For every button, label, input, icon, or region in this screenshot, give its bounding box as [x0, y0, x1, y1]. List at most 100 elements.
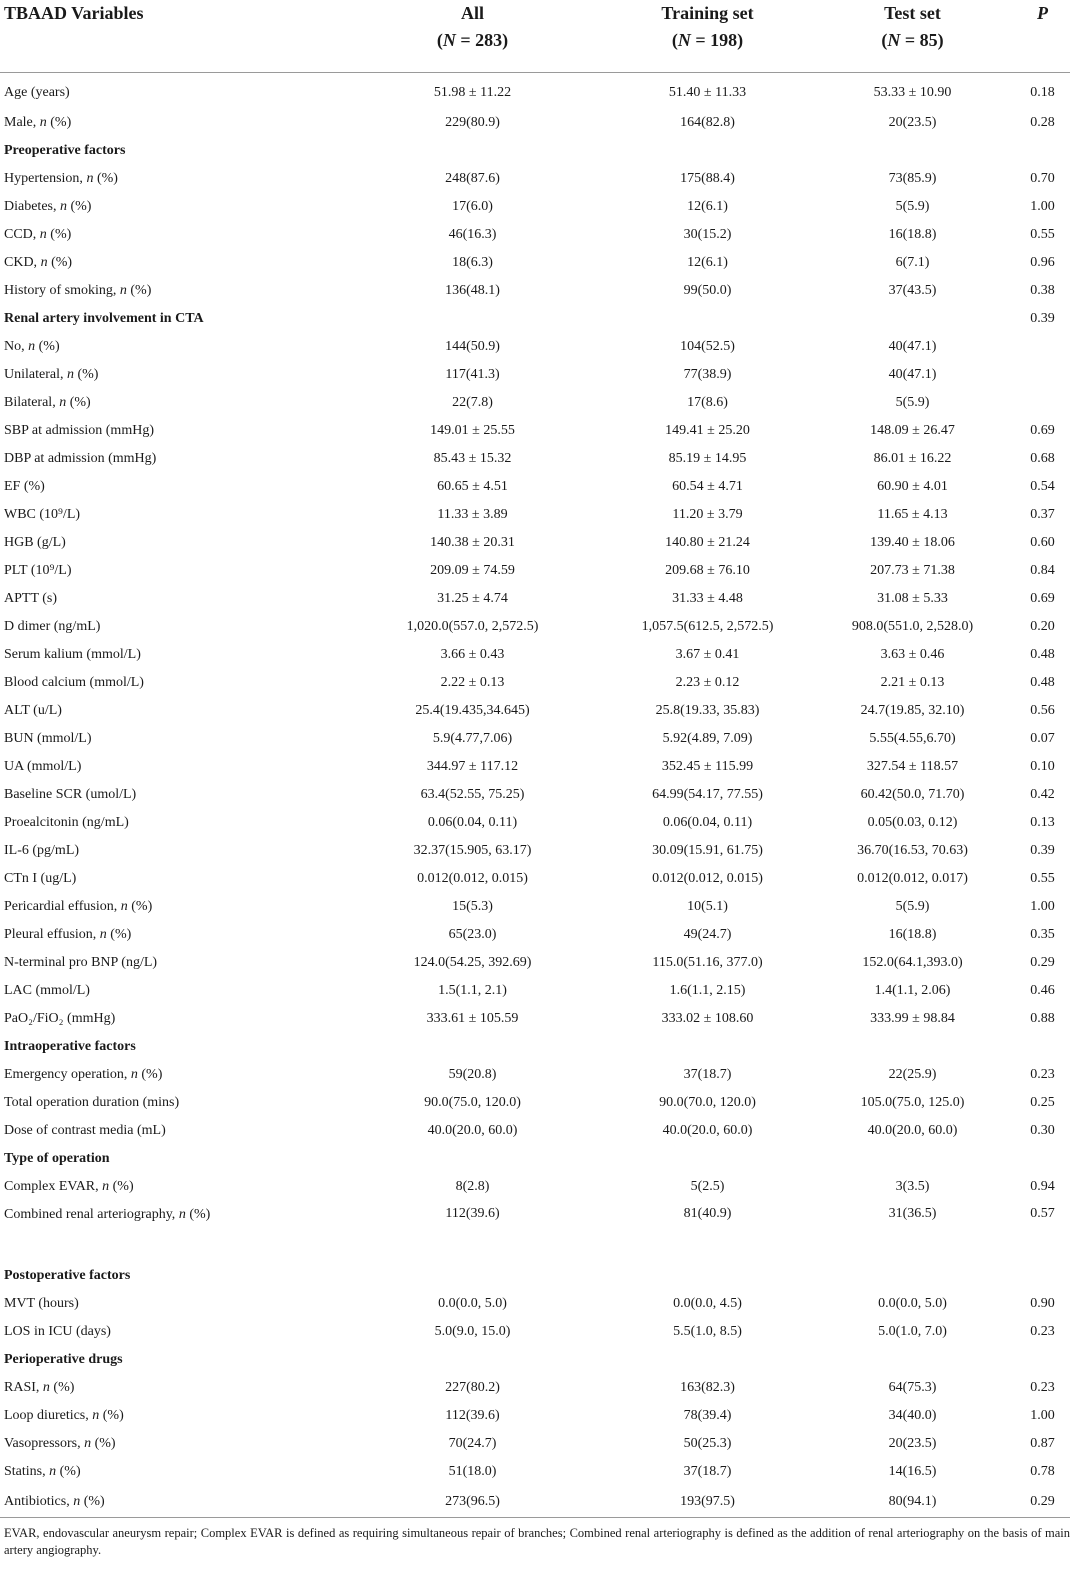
row-label: Hypertension, n (%) — [4, 171, 118, 186]
cell-test: 37(43.5) — [888, 283, 937, 298]
table-row: WBC (10⁹/L) 11.33 ± 3.89 11.20 ± 3.79 11.65… — [0, 501, 1070, 529]
cell-p-value: 0.96 — [1030, 255, 1055, 270]
cell-all: 1.5(1.1, 2.1) — [438, 983, 507, 998]
cell-all: 112(39.6) — [445, 1408, 500, 1423]
cell-p-value: 0.29 — [1030, 955, 1055, 970]
cell-p-value: 0.94 — [1030, 1179, 1055, 1194]
cell-test: 16(18.8) — [888, 227, 937, 242]
cell-all: 0.012(0.012, 0.015) — [417, 871, 528, 886]
cell-test: 11.65 ± 4.13 — [877, 507, 948, 522]
table-row: CCD, n (%) 46(16.3) 30(15.2) 16(18.8) 0.55 — [0, 221, 1070, 249]
table-row: D dimer (ng/mL) 1,020.0(557.0, 2,572.5) 1,… — [0, 613, 1070, 641]
table-row: IL-6 (pg/mL) 32.37(15.905, 63.17) 30.09(15… — [0, 837, 1070, 865]
header-training-n: (N = 198) — [671, 30, 744, 50]
row-label: Emergency operation, n (%) — [4, 1067, 163, 1082]
cell-test: 5(5.9) — [895, 395, 930, 410]
row-label: BUN (mmol/L) — [4, 731, 92, 746]
cell-training: 1.6(1.1, 2.15) — [669, 983, 746, 998]
cell-test: 40(47.1) — [888, 367, 937, 382]
cell-test: 40(47.1) — [888, 339, 937, 354]
cell-training: 5.92(4.89, 7.09) — [662, 731, 753, 746]
table-row: HGB (g/L) 140.38 ± 20.31 140.80 ± 21.24 139… — [0, 529, 1070, 557]
cell-p-value: 0.55 — [1030, 871, 1055, 886]
cell-p-value: 0.87 — [1030, 1436, 1055, 1451]
cell-p-value: 0.10 — [1030, 759, 1055, 774]
cell-test — [810, 137, 1015, 165]
row-label: UA (mmol/L) — [4, 759, 82, 774]
cell-all — [340, 1033, 605, 1061]
row-label: Loop diuretics, n (%) — [4, 1408, 124, 1423]
cell-training: 115.0(51.16, 377.0) — [652, 955, 763, 970]
cell-all: 5.0(9.0, 15.0) — [434, 1324, 511, 1339]
table-row: BUN (mmol/L) 5.9(4.77,7.06) 5.92(4.89, 7.0… — [0, 725, 1070, 753]
header-variables: TBAAD Variables — [0, 0, 340, 73]
cell-p-value: 0.18 — [1030, 85, 1055, 100]
row-label: No, n (%) — [4, 339, 60, 354]
row-label: MVT (hours) — [4, 1296, 79, 1311]
cell-p-value: 0.23 — [1030, 1380, 1055, 1395]
section-row: Type of operation — [0, 1145, 1070, 1173]
cell-all: 3.66 ± 0.43 — [440, 647, 505, 662]
cell-test: 105.0(75.0, 125.0) — [860, 1095, 965, 1110]
cell-training: 85.19 ± 14.95 — [668, 451, 747, 466]
cell-all: 15(5.3) — [452, 899, 493, 914]
cell-p-value: 0.48 — [1030, 647, 1055, 662]
cell-all: 65(23.0) — [448, 927, 497, 942]
cell-all: 5.9(4.77,7.06) — [432, 731, 513, 746]
cell-training — [605, 1346, 810, 1374]
row-label: Bilateral, n (%) — [4, 395, 91, 410]
table-row: Hypertension, n (%) 248(87.6) 175(88.4) 73(… — [0, 165, 1070, 193]
cell-training: 104(52.5) — [680, 339, 735, 354]
row-label: Serum kalium (mmol/L) — [4, 647, 141, 662]
cell-training — [605, 1145, 810, 1173]
cell-test: 207.73 ± 71.38 — [870, 563, 955, 578]
table-row: Diabetes, n (%) 17(6.0) 12(6.1) 5(5.9) 1.00 — [0, 193, 1070, 221]
cell-test: 6(7.1) — [895, 255, 930, 270]
baseline-characteristics-table: TBAAD Variables All (N = 283) Training s… — [0, 0, 1070, 1518]
cell-test: 148.09 ± 26.47 — [870, 423, 955, 438]
cell-test — [810, 1145, 1015, 1173]
cell-all: 59(20.8) — [448, 1067, 497, 1082]
cell-training: 25.8(19.33, 35.83) — [655, 703, 760, 718]
row-label: Unilateral, n (%) — [4, 367, 99, 382]
cell-p-value: 0.39 — [1030, 843, 1055, 858]
cell-p-value: 0.56 — [1030, 703, 1055, 718]
table-row: UA (mmol/L) 344.97 ± 117.12 352.45 ± 115.9… — [0, 753, 1070, 781]
cell-training: 78(39.4) — [683, 1408, 732, 1423]
table-row: APTT (s) 31.25 ± 4.74 31.33 ± 4.48 31.08 ± … — [0, 585, 1070, 613]
cell-p-value: 0.29 — [1015, 1486, 1070, 1518]
row-label: WBC (10⁹/L) — [4, 507, 81, 522]
cell-p-value: 0.30 — [1030, 1123, 1055, 1138]
cell-p-value: 1.00 — [1030, 899, 1055, 914]
row-label: Complex EVAR, n (%) — [4, 1179, 134, 1194]
row-label: Diabetes, n (%) — [4, 199, 92, 214]
cell-all: 2.22 ± 0.13 — [440, 675, 505, 690]
cell-training: 5(2.5) — [690, 1179, 725, 1194]
cell-all: 229(80.9) — [445, 115, 500, 130]
header-training-title: Training set — [661, 3, 754, 23]
table-row: Blood calcium (mmol/L) 2.22 ± 0.13 2.23 ± … — [0, 669, 1070, 697]
cell-training: 50(25.3) — [683, 1436, 732, 1451]
section-row: Postoperative factors — [0, 1262, 1070, 1290]
table-row: Baseline SCR (umol/L) 63.4(52.55, 75.25) 6… — [0, 781, 1070, 809]
cell-training: 164(82.8) — [680, 115, 735, 130]
cell-training: 37(18.7) — [683, 1464, 732, 1479]
table-row: Serum kalium (mmol/L) 3.66 ± 0.43 3.67 ± 0… — [0, 641, 1070, 669]
cell-p-value: 0.39 — [1030, 311, 1055, 326]
cell-test: 3.63 ± 0.46 — [880, 647, 945, 662]
header-test-title: Test set — [884, 3, 941, 23]
cell-all — [340, 1262, 605, 1290]
cell-all: 31.25 ± 4.74 — [437, 591, 508, 606]
cell-training: 11.20 ± 3.79 — [672, 507, 743, 522]
cell-training — [605, 1033, 810, 1061]
row-label: Antibiotics, n (%) — [0, 1486, 340, 1518]
cell-test: 0.012(0.012, 0.017) — [857, 871, 968, 886]
cell-training: 149.41 ± 25.20 — [665, 423, 750, 438]
table-row: PaO₂/FiO₂ (mmHg) 333.61 ± 105.59 333.02 ± … — [0, 1005, 1070, 1033]
cell-test: 2.21 ± 0.13 — [880, 675, 945, 690]
cell-all: 0.0(0.0, 5.0) — [438, 1296, 507, 1311]
header-all: All (N = 283) — [340, 0, 605, 73]
row-label: DBP at admission (mmHg) — [4, 451, 157, 466]
cell-training: 64.99(54.17, 77.55) — [652, 787, 763, 802]
row-label: APTT (s) — [4, 591, 58, 606]
